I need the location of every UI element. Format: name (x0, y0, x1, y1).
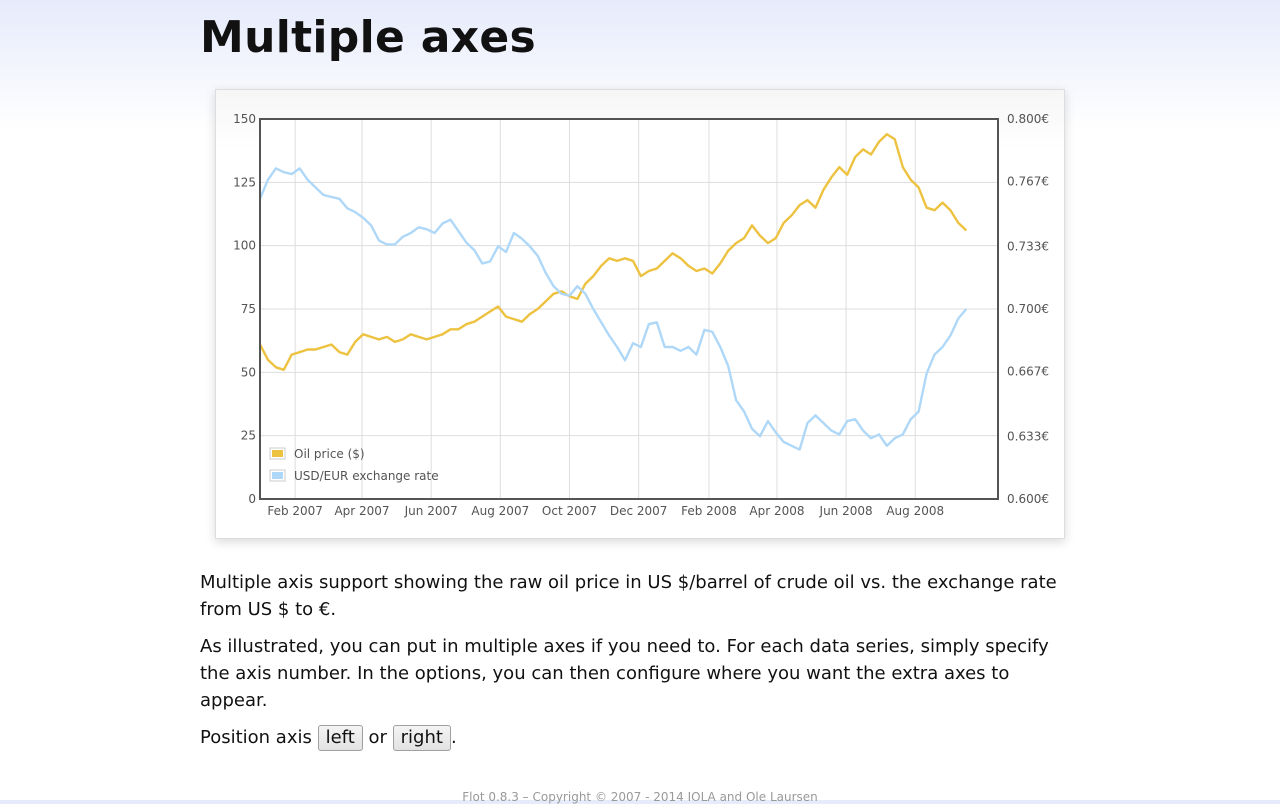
x-tick-label: Apr 2007 (334, 504, 389, 518)
position-left-button[interactable]: left (317, 725, 363, 751)
y-left-tick-label: 75 (241, 302, 256, 316)
x-tick-label: Jun 2007 (404, 504, 458, 518)
description-paragraph: Multiple axis support showing the raw oi… (200, 572, 1057, 620)
y-right-tick-label: 0.633€ (1007, 429, 1049, 443)
position-axis-controls: Position axis left or right. (200, 724, 1080, 751)
y-right-tick-label: 0.600€ (1007, 492, 1049, 506)
y-right-tick-label: 0.700€ (1007, 302, 1049, 316)
oil-price-line (258, 133, 968, 371)
y-left-tick-label: 25 (241, 429, 256, 443)
footer: Flot 0.8.3 – Copyright © 2007 - 2014 IOL… (462, 790, 818, 804)
x-tick-label: Apr 2008 (749, 504, 804, 518)
x-tick-label: Dec 2007 (610, 504, 668, 518)
position-right-button[interactable]: right (392, 725, 451, 751)
x-tick-label: Feb 2008 (681, 504, 737, 518)
y-right-tick-label: 0.800€ (1007, 112, 1049, 126)
x-tick-label: Aug 2008 (886, 504, 944, 518)
x-tick-label: Jun 2008 (819, 504, 873, 518)
usd-eur-line (258, 167, 968, 451)
x-tick-label: Aug 2007 (471, 504, 529, 518)
y-left-tick-label: 0 (248, 492, 256, 506)
legend-swatch-oil (272, 450, 283, 457)
legend-label: USD/EUR exchange rate (294, 469, 439, 483)
y-left-tick-label: 100 (233, 239, 256, 253)
y-right-tick-label: 0.733€ (1007, 239, 1049, 253)
grid-lines (260, 118, 998, 500)
x-tick-label: Feb 2007 (267, 504, 323, 518)
plot-border (259, 118, 999, 500)
chart-container: 0 25 50 75 100 125 150 0.600€ 0.633€ 0.667€ 0.700€… (215, 89, 1065, 539)
multi-axis-line-chart: 0 25 50 75 100 125 150 0.600€ 0.633€ 0.667€ 0.700€… (233, 112, 1049, 518)
page-title: Multiple axes (200, 12, 537, 63)
y-right-tick-label: 0.767€ (1007, 175, 1049, 189)
position-suffix: . (450, 727, 457, 748)
y-right-tick-label: 0.667€ (1007, 365, 1049, 379)
explanation-paragraph: As illustrated, you can put in multiple … (200, 636, 1049, 711)
series-lines (258, 133, 968, 451)
position-axis-label: Position axis (200, 727, 312, 748)
legend-label: Oil price ($) (294, 447, 365, 461)
legend: Oil price ($) USD/EUR exchange rate (269, 447, 439, 483)
y-left-tick-label: 125 (233, 175, 256, 189)
y-left-tick-label: 50 (241, 365, 256, 379)
axis-ticks: 0 25 50 75 100 125 150 0.600€ 0.633€ 0.667€ 0.700€… (233, 112, 1049, 518)
or-label: or (368, 727, 387, 748)
y-left-tick-label: 150 (233, 112, 256, 126)
x-tick-label: Oct 2007 (542, 504, 597, 518)
legend-swatch-usd-eur (272, 472, 283, 479)
